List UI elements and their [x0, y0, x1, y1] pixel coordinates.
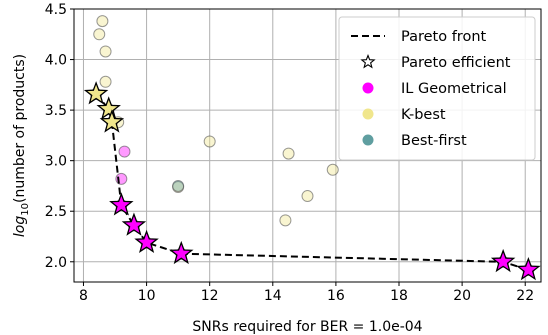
pareto-star — [134, 229, 159, 253]
y-axis-label: log10(number of products) — [12, 54, 31, 237]
y-tick-label: 3.0 — [45, 154, 67, 170]
data-point — [301, 190, 314, 203]
legend-marker-circle — [362, 108, 374, 120]
pareto-star — [516, 257, 541, 281]
axis-ticks: 8 10 12 14 16 18 20 22 2.0 2.5 3.0 3.5 4.0 4.5 — [45, 2, 534, 304]
legend-marker-circle — [362, 82, 374, 94]
legend-label: IL Geometrical — [401, 81, 507, 97]
y-tick-label: 2.0 — [45, 255, 67, 271]
data-point — [93, 28, 106, 41]
y-tick-label: 2.5 — [45, 204, 67, 220]
x-tick-label: 8 — [79, 288, 88, 304]
y-tick-label: 4.5 — [45, 2, 67, 18]
x-tick-label: 20 — [453, 288, 471, 304]
pareto-star — [169, 240, 194, 265]
x-tick-label: 12 — [201, 288, 219, 304]
x-axis-label: SNRs required for BER = 1.0e-04 — [192, 319, 422, 335]
y-axis-label-rest: (number of products) — [12, 54, 28, 203]
x-tick-label: 16 — [327, 288, 345, 304]
data-point — [203, 135, 216, 148]
legend-label: Best-first — [401, 133, 467, 149]
y-axis-label-log: log — [12, 216, 28, 237]
legend-box — [338, 16, 536, 161]
pareto-star — [83, 81, 109, 105]
data-point — [279, 214, 292, 227]
y-tick-label: 3.5 — [45, 103, 67, 119]
y-tick-label: 4.0 — [45, 53, 67, 69]
data-point — [99, 45, 112, 58]
pareto-star — [96, 96, 121, 120]
legend-label: Pareto front — [401, 29, 487, 45]
data-point — [96, 15, 109, 28]
pareto-star — [109, 192, 134, 216]
data-point — [172, 179, 185, 192]
x-tick-label: 10 — [138, 288, 156, 304]
legend-label: Pareto efficient — [401, 55, 511, 71]
pareto-efficient-stars — [83, 81, 541, 281]
x-tick-label: 22 — [516, 288, 534, 304]
legend-label: K-best — [401, 107, 446, 123]
data-point — [118, 145, 131, 158]
y-axis-label-subscript: 10 — [20, 203, 31, 216]
x-tick-label: 14 — [264, 288, 282, 304]
legend: Pareto front Pareto efficient IL Geometric… — [338, 16, 536, 161]
legend-marker-circle — [362, 134, 374, 146]
pareto-star — [121, 212, 147, 236]
data-point — [326, 163, 339, 176]
plot-frame — [73, 8, 542, 283]
data-point — [282, 147, 295, 160]
legend-marker-star — [360, 53, 376, 69]
data-point — [99, 75, 112, 88]
pareto-star — [99, 109, 125, 133]
pareto-star — [490, 248, 516, 273]
x-tick-label: 18 — [390, 288, 408, 304]
